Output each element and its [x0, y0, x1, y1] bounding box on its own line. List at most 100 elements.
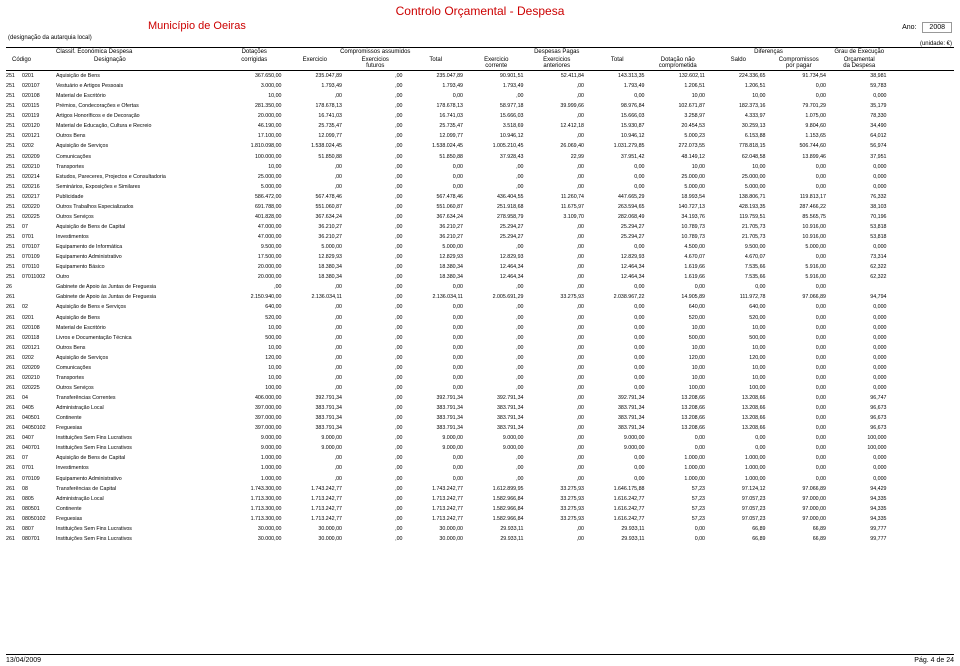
- cell-value: 51.850,88: [406, 152, 467, 162]
- cell-value: 51.850,88: [285, 152, 346, 162]
- cell-value: ,00: [345, 91, 406, 101]
- cell-code1: 261: [6, 504, 22, 514]
- cell-value: 383.791,34: [406, 413, 467, 423]
- cell-value: 12.464,34: [466, 272, 527, 282]
- cell-value: 143.313,35: [587, 71, 648, 81]
- cell-value: 0,00: [406, 302, 467, 312]
- cell-value: 96,673: [829, 423, 890, 433]
- cell-desc: Transportes: [54, 162, 224, 172]
- cell-value: 14.905,89: [648, 292, 709, 302]
- table-row: 2610407Instituições Sem Fins Lucrativos9…: [6, 433, 954, 443]
- cell-value: 0,00: [406, 353, 467, 363]
- cell-desc: Outro: [54, 272, 224, 282]
- cell-value: ,00: [285, 323, 346, 333]
- cell-value: 1.619,66: [648, 262, 709, 272]
- cell-value: ,00: [285, 172, 346, 182]
- cell-desc: Gabinete de Apoio às Juntas de Freguesia: [54, 292, 224, 302]
- cell-value: ,00: [527, 343, 588, 353]
- table-row: 251020107Vestuário e Artigos Pessoais3.0…: [6, 81, 954, 91]
- cell-value: 0,00: [587, 302, 648, 312]
- cell-code1: 251: [6, 212, 22, 222]
- hdr-classif: Classif. Económica Despesa: [54, 48, 224, 56]
- cell-value: 0,000: [829, 302, 890, 312]
- cell-value: 0,00: [587, 353, 648, 363]
- cell-value: 52.411,84: [527, 71, 588, 81]
- cell-value: 97.066,89: [769, 484, 830, 494]
- cell-value: 0,00: [708, 282, 769, 292]
- cell-value: 0,00: [708, 443, 769, 453]
- cell-code2: 02: [22, 302, 54, 312]
- cell-value: 20.000,00: [224, 272, 285, 282]
- cell-code2: 020119: [22, 111, 54, 121]
- cell-value: ,00: [527, 91, 588, 101]
- table-row: 2610701Investimentos1.000,00,00,000,00,0…: [6, 463, 954, 473]
- cell-code1: 261: [6, 413, 22, 423]
- cell-code1: 261: [6, 514, 22, 524]
- cell-value: ,00: [285, 453, 346, 463]
- cell-value: 2.005.691,29: [466, 292, 527, 302]
- cell-value: 10,00: [708, 343, 769, 353]
- cell-desc: Comunicações: [54, 152, 224, 162]
- cell-desc: Gabinete de Apoio às Juntas de Freguesia: [54, 282, 224, 292]
- cell-value: 10.916,00: [769, 222, 830, 232]
- cell-value: 506.744,60: [769, 141, 830, 151]
- cell-value: 0,000: [829, 343, 890, 353]
- cell-value: 272.073,55: [648, 141, 709, 151]
- cell-value: 0,00: [648, 443, 709, 453]
- cell-value: ,00: [466, 363, 527, 373]
- cell-value: 11.260,74: [527, 192, 588, 202]
- cell-value: 38,103: [829, 202, 890, 212]
- cell-value: 53,818: [829, 222, 890, 232]
- cell-value: ,00: [345, 172, 406, 182]
- cell-value: 12.464,34: [466, 262, 527, 272]
- cell-value: 20.454,53: [648, 121, 709, 131]
- cell-value: 567.478,46: [406, 192, 467, 202]
- cell-value: 30.000,00: [224, 534, 285, 544]
- cell-value: 99,777: [829, 534, 890, 544]
- cell-value: ,00: [345, 383, 406, 393]
- cell-value: 1.582.966,84: [466, 504, 527, 514]
- cell-value: 132.602,11: [648, 71, 709, 81]
- cell-desc: Publicidade: [54, 192, 224, 202]
- cell-value: 18.380,34: [406, 262, 467, 272]
- table-body: 2510201Aquisição de Bens367.650,00235.04…: [0, 71, 960, 544]
- cell-value: 13.208,66: [708, 393, 769, 403]
- cell-value: 10,00: [648, 162, 709, 172]
- cell-value: 0,000: [829, 353, 890, 363]
- cell-value: 96,747: [829, 393, 890, 403]
- cell-value: ,00: [527, 443, 588, 453]
- cell-value: 30.000,00: [406, 534, 467, 544]
- cell-value: ,00: [345, 282, 406, 292]
- cell-value: ,00: [345, 453, 406, 463]
- cell-value: ,00: [527, 272, 588, 282]
- cell-code1: 261: [6, 443, 22, 453]
- cell-code2: 070107: [22, 242, 54, 252]
- cell-value: 10,00: [648, 91, 709, 101]
- cell-value: 73,314: [829, 252, 890, 262]
- cell-value: 1.000,00: [708, 453, 769, 463]
- cell-value: 64,012: [829, 131, 890, 141]
- cell-value: ,00: [345, 242, 406, 252]
- cell-value: 500,00: [648, 333, 709, 343]
- cell-code1: 261: [6, 494, 22, 504]
- cell-value: 94,794: [829, 292, 890, 302]
- cell-value: 0,00: [769, 81, 830, 91]
- table-row: 2510201Aquisição de Bens367.650,00235.04…: [6, 71, 954, 81]
- table-row: 261020209Comunicações10,00,00,000,00,00,…: [6, 363, 954, 373]
- cell-value: 47.000,00: [224, 222, 285, 232]
- cell-value: ,00: [527, 252, 588, 262]
- cell-value: 94,335: [829, 494, 890, 504]
- cell-value: 397.000,00: [224, 413, 285, 423]
- hdr-saldo: Saldo: [708, 56, 769, 70]
- cell-code1: 251: [6, 252, 22, 262]
- cell-code2: 020225: [22, 212, 54, 222]
- cell-value: 15.930,87: [587, 121, 648, 131]
- cell-value: 25.000,00: [648, 172, 709, 182]
- cell-code2: 020220: [22, 202, 54, 212]
- year-label: Ano:: [902, 24, 916, 31]
- cell-value: 1.793,49: [466, 81, 527, 91]
- cell-value: 5.916,00: [769, 272, 830, 282]
- cell-value: 25.294,27: [587, 222, 648, 232]
- cell-value: 551.060,87: [285, 202, 346, 212]
- cell-value: ,00: [527, 463, 588, 473]
